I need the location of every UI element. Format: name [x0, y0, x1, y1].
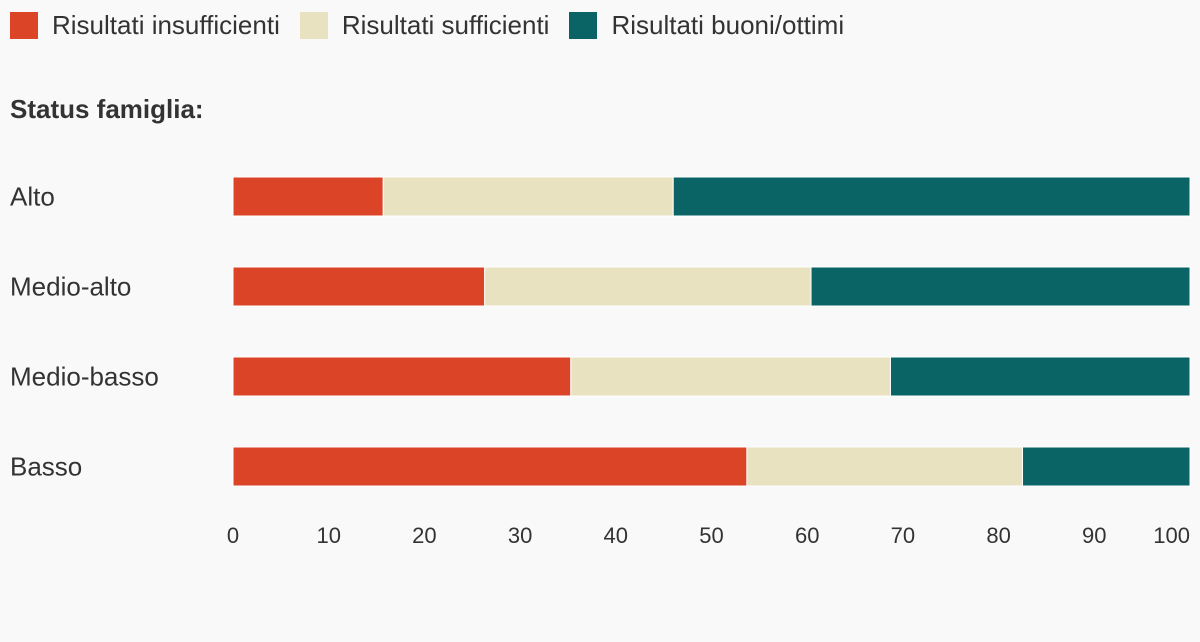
legend-swatch-buoni-ottimi — [569, 12, 598, 39]
bar-segment-0-2 — [672, 176, 1191, 217]
x-tick-label-7: 70 — [891, 523, 915, 548]
bar-segment-0-1 — [382, 176, 674, 217]
legend-swatch-insufficienti — [10, 12, 38, 39]
legend-swatch-sufficienti — [299, 12, 328, 39]
bar-segment-1-0 — [232, 266, 486, 307]
category-label-3: Basso — [10, 452, 82, 482]
category-label-2: Medio-basso — [10, 362, 159, 392]
legend-item-insufficienti: Risultati insufficienti — [10, 10, 280, 41]
legend-label-sufficienti: Risultati sufficienti — [341, 10, 550, 40]
legend: Risultati insufficienti Risultati suffic… — [10, 10, 864, 41]
legend-item-buoni-ottimi: Risultati buoni/ottimi — [569, 10, 844, 41]
x-tick-label-9: 90 — [1082, 523, 1106, 548]
x-tick-label-4: 40 — [604, 523, 628, 548]
bar-segment-2-1 — [570, 356, 891, 397]
x-tick-label-6: 60 — [795, 523, 819, 548]
x-tick-label-1: 10 — [316, 523, 340, 548]
category-label-1: Medio-alto — [10, 272, 131, 302]
category-label-0: Alto — [10, 182, 55, 212]
x-tick-label-8: 80 — [986, 523, 1010, 548]
bar-segment-0-0 — [232, 176, 384, 217]
bar-segment-2-2 — [889, 356, 1191, 397]
bar-segment-3-2 — [1022, 446, 1191, 487]
x-tick-label-2: 20 — [412, 523, 436, 548]
bar-segment-3-0 — [232, 446, 748, 487]
bar-segment-1-2 — [810, 266, 1191, 307]
bar-segment-2-0 — [232, 356, 572, 397]
legend-label-insufficienti: Risultati insufficienti — [52, 10, 280, 40]
bar-segment-1-1 — [484, 266, 812, 307]
group-title: Status famiglia: — [10, 94, 204, 124]
x-tick-label-0: 0 — [227, 523, 239, 548]
x-tick-label-10: 100 — [1153, 523, 1190, 548]
x-tick-label-3: 30 — [508, 523, 532, 548]
x-tick-label-5: 50 — [699, 523, 723, 548]
bar-segment-3-1 — [746, 446, 1024, 487]
legend-item-sufficienti: Risultati sufficienti — [299, 10, 550, 41]
legend-label-buoni-ottimi: Risultati buoni/ottimi — [611, 10, 845, 40]
